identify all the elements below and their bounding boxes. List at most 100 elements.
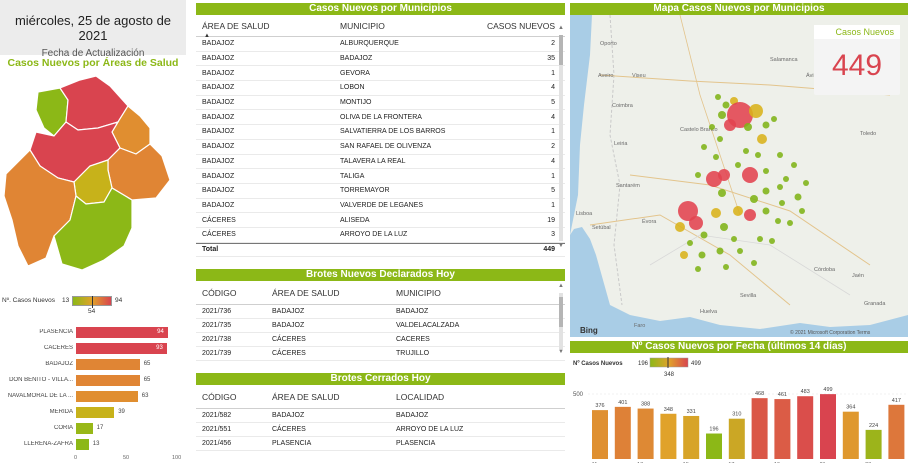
map-bubble[interactable] [680, 251, 688, 259]
map-copyright[interactable]: © 2021 Microsoft Corporation Terms [790, 329, 871, 336]
area-bar[interactable] [76, 407, 115, 418]
map-bubble[interactable] [763, 168, 769, 174]
map-bubble[interactable] [743, 148, 749, 154]
map-bubble[interactable] [744, 209, 756, 221]
map-bubble[interactable] [720, 223, 728, 231]
casos-por-municipio-table[interactable]: Casos Nuevos por Municipios ÁREA DE SALU… [196, 3, 565, 265]
table-row[interactable]: BADAJOZ BADAJOZ 35 [196, 52, 565, 67]
date-bar[interactable] [683, 415, 700, 459]
date-bar[interactable] [660, 413, 677, 459]
date-bar[interactable] [888, 404, 905, 459]
map-bubble[interactable] [779, 200, 785, 206]
table-row[interactable]: BADAJOZ GEVORA 1 [196, 66, 565, 82]
map-bubble[interactable] [783, 176, 789, 182]
health-areas-map[interactable] [0, 70, 186, 290]
map-bubble[interactable] [723, 264, 729, 270]
map-bubble[interactable] [771, 116, 777, 122]
map-bubble[interactable] [733, 206, 743, 216]
brotes-nuevos-table[interactable]: Brotes Nuevos Declarados Hoy CÓDIGO ÁREA… [196, 269, 565, 369]
table-row[interactable]: BADAJOZ SAN RAFAEL DE OLIVENZA 2 [196, 140, 565, 155]
map-bubble[interactable] [722, 101, 730, 109]
table-row[interactable]: 2021/735 BADAJOZ VALDELACALZADA [196, 319, 565, 333]
map-bubble[interactable] [731, 236, 737, 242]
map-bubble[interactable] [713, 154, 719, 160]
date-bar[interactable] [865, 429, 882, 459]
col-area-salud[interactable]: ÁREA DE SALUD [202, 20, 270, 31]
map-bubble[interactable] [724, 119, 736, 131]
date-bar[interactable] [820, 394, 836, 459]
map-bubble[interactable] [757, 236, 763, 242]
date-bar[interactable] [637, 408, 654, 459]
map-bubble[interactable] [799, 208, 805, 214]
col-municipio[interactable]: MUNICIPIO [340, 20, 385, 31]
scroll-down-icon[interactable]: ▼ [558, 349, 564, 355]
map-bubble[interactable] [675, 222, 685, 232]
map-bubble[interactable] [787, 220, 793, 226]
map-bubble[interactable] [701, 144, 707, 150]
map-bubble[interactable] [762, 207, 770, 215]
casos-scrollbar-track[interactable] [559, 35, 563, 241]
col-codigo[interactable]: CÓDIGO [202, 287, 237, 298]
col-localidad[interactable]: LOCALIDAD [396, 391, 445, 402]
map-bubble[interactable] [737, 248, 743, 254]
map-bubble[interactable] [718, 169, 730, 181]
table-row[interactable]: BADAJOZ SALVATIERRA DE LOS BARROS 1 [196, 125, 565, 140]
map-bubble[interactable] [757, 134, 767, 144]
col-area-salud[interactable]: ÁREA DE SALUD [272, 391, 340, 402]
date-bar[interactable] [842, 411, 859, 459]
map-bubble[interactable] [715, 94, 721, 100]
map-bubble[interactable] [755, 152, 761, 158]
table-row[interactable]: 2021/551 CÁCERES ARROYO DE LA LUZ [196, 423, 565, 437]
table-row[interactable]: 2021/582 BADAJOZ BADAJOZ [196, 409, 565, 423]
date-bar[interactable] [751, 398, 768, 459]
map-bubble[interactable] [695, 172, 701, 178]
col-municipio[interactable]: MUNICIPIO [396, 287, 441, 298]
date-bar[interactable] [797, 396, 814, 459]
table-row[interactable]: BADAJOZ VALVERDE DE LEGANES 1 [196, 199, 565, 214]
scroll-up-icon[interactable]: ▲ [558, 283, 564, 289]
table-row[interactable]: 2021/456 PLASENCIA PLASENCIA [196, 437, 565, 451]
table-row[interactable]: BADAJOZ LOBON 4 [196, 81, 565, 96]
table-row[interactable]: 2021/736 BADAJOZ BADAJOZ [196, 305, 565, 319]
map-bubble[interactable] [769, 238, 775, 244]
area-llerena-zafra[interactable] [53, 187, 133, 271]
map-bubble[interactable] [717, 136, 723, 142]
area-bar[interactable] [76, 439, 89, 450]
scroll-up-icon[interactable]: ▲ [558, 25, 564, 31]
table-row[interactable]: BADAJOZ TALAVERA LA REAL 4 [196, 155, 565, 170]
area-bar[interactable] [76, 423, 93, 434]
table-row[interactable]: 2021/739 CÁCERES TRUJILLO [196, 347, 565, 361]
map-bubble[interactable] [695, 266, 701, 272]
map-bubble[interactable] [711, 208, 721, 218]
map-bubble[interactable] [735, 162, 741, 168]
date-bar[interactable] [774, 399, 791, 459]
date-bar[interactable] [728, 418, 745, 459]
area-bar[interactable] [76, 359, 140, 370]
map-bubble[interactable] [718, 189, 726, 197]
map-bubble[interactable] [775, 218, 781, 224]
map-bubble[interactable] [687, 240, 693, 246]
brotes-nuevos-scrollbar-thumb[interactable] [559, 297, 563, 327]
area-bar[interactable] [76, 343, 168, 354]
map-bubble[interactable] [750, 195, 758, 203]
map-bubble[interactable] [762, 187, 770, 195]
scroll-down-icon[interactable]: ▼ [558, 243, 564, 249]
table-row[interactable]: BADAJOZ MONTIJO 5 [196, 96, 565, 111]
area-bar[interactable] [76, 375, 140, 386]
mapa-casos-panel[interactable]: Mapa Casos Nuevos por Municipios Oporto A… [570, 3, 908, 337]
date-bar[interactable] [592, 410, 608, 459]
area-bar[interactable] [76, 391, 138, 402]
map-bubble[interactable] [718, 111, 726, 119]
col-codigo[interactable]: CÓDIGO [202, 391, 237, 402]
area-bar[interactable] [76, 327, 169, 338]
map-bubble[interactable] [751, 260, 757, 266]
table-row[interactable]: BADAJOZ TALIGA 1 [196, 169, 565, 184]
map-bubble[interactable] [716, 247, 724, 255]
fecha-bar-chart[interactable]: Nº Casos Nuevos 196 499 348 500 376 401 38… [570, 353, 908, 463]
map-bubble[interactable] [709, 124, 715, 130]
map-bubble[interactable] [794, 193, 802, 201]
map-bubbles[interactable] [675, 94, 809, 272]
table-row[interactable]: BADAJOZ ALBURQUERQUE 2 [196, 37, 565, 52]
col-area-salud[interactable]: ÁREA DE SALUD [272, 287, 340, 298]
map-bubble[interactable] [678, 201, 698, 221]
